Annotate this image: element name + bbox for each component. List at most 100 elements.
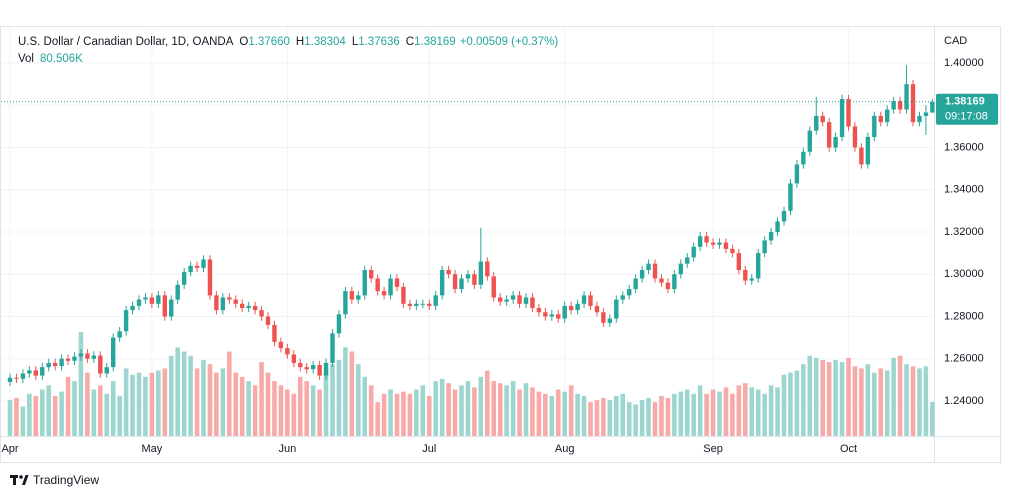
c-label: C xyxy=(406,36,414,48)
candle-body xyxy=(111,337,116,368)
candle-body xyxy=(40,367,45,376)
candle-body xyxy=(743,270,748,281)
candle-body xyxy=(897,101,903,110)
volume-bar xyxy=(401,391,406,436)
volume-bar xyxy=(452,389,458,436)
volume-bar xyxy=(910,366,916,436)
candle-body xyxy=(594,305,600,313)
volume-bar xyxy=(878,368,884,436)
volume-bar xyxy=(349,351,355,436)
candle-body xyxy=(240,303,245,309)
candle-body xyxy=(388,278,393,296)
volume-bar xyxy=(710,389,716,436)
y-tick-label: 1.34000 xyxy=(944,184,984,196)
o-label: O xyxy=(239,36,248,48)
candle-body xyxy=(414,303,419,306)
volume-bar xyxy=(330,364,335,436)
candle-body xyxy=(659,278,664,283)
volume-bar xyxy=(188,355,193,436)
candle-body xyxy=(633,278,638,290)
volume-bar xyxy=(562,391,567,436)
candle-body xyxy=(91,355,97,359)
candle-body xyxy=(104,367,109,374)
volume-bar xyxy=(846,357,851,436)
volume-bar xyxy=(14,397,19,436)
candle-body xyxy=(891,101,896,110)
volume-bar xyxy=(781,374,787,436)
candle-body xyxy=(859,147,864,165)
volume-bar xyxy=(368,385,374,436)
candle-body xyxy=(523,297,529,304)
volume-bar xyxy=(859,368,864,436)
candle-body xyxy=(136,299,142,306)
candle-body xyxy=(407,303,413,306)
candle-body xyxy=(781,210,787,222)
candle-body xyxy=(401,286,406,304)
volume-bar xyxy=(252,385,258,436)
volume-bar xyxy=(52,395,58,436)
candle-body xyxy=(72,356,77,361)
candle-body xyxy=(588,295,593,306)
candle-body xyxy=(98,355,103,374)
candle-body xyxy=(149,297,155,304)
candle-body xyxy=(452,274,458,290)
volume-bar xyxy=(813,357,819,436)
candle-body xyxy=(356,295,361,300)
candle-body xyxy=(7,377,13,382)
volume-bar xyxy=(904,364,909,436)
candle-body xyxy=(756,253,761,279)
volume-bar xyxy=(233,372,239,436)
y-tick-label: 1.36000 xyxy=(944,141,984,153)
candle-body xyxy=(381,291,387,296)
volume-bar xyxy=(156,370,161,436)
candle-body xyxy=(227,297,232,300)
volume-bar xyxy=(117,395,122,436)
candle-body xyxy=(317,365,322,376)
x-tick-label: Jul xyxy=(422,443,436,455)
candle-body xyxy=(52,362,58,367)
volume-bar xyxy=(614,395,619,436)
candle-body xyxy=(65,358,71,361)
candle-body xyxy=(930,101,935,113)
candle-body xyxy=(536,308,542,313)
candle-body xyxy=(349,291,355,300)
candle-body xyxy=(852,126,858,148)
candle-body xyxy=(685,257,690,264)
volume-bar xyxy=(20,406,26,436)
candle-body xyxy=(85,353,90,359)
candle-body xyxy=(472,274,477,285)
volume-bar xyxy=(917,368,922,436)
candle-body xyxy=(568,305,574,311)
candle-body xyxy=(639,270,645,279)
volume-bar xyxy=(478,376,484,436)
volume-bar xyxy=(304,381,309,436)
volume-bar xyxy=(7,400,13,436)
candle-body xyxy=(723,242,729,249)
volume-bar xyxy=(652,402,658,436)
candle-body xyxy=(872,115,877,137)
h-value: 1.38304 xyxy=(304,36,346,48)
volume-bar xyxy=(285,389,290,436)
candle-body xyxy=(233,299,238,304)
candle-body xyxy=(207,259,213,296)
volume-bar xyxy=(388,389,393,436)
candle-body xyxy=(59,358,64,367)
candle-body xyxy=(433,295,438,306)
volume-bar xyxy=(678,391,684,436)
candle-body xyxy=(265,316,271,325)
volume-bar xyxy=(336,359,342,436)
candle-body xyxy=(923,112,929,116)
volume-pane xyxy=(7,332,935,436)
candle-body xyxy=(833,136,838,148)
volume-bar xyxy=(839,362,845,436)
h-label: H xyxy=(296,36,304,48)
symbol: U.S. Dollar / Canadian Dollar, 1D, OANDA xyxy=(18,36,234,48)
candle-body xyxy=(549,314,554,317)
volume-bar xyxy=(762,393,767,436)
candle-body xyxy=(478,261,484,285)
volume-bar xyxy=(375,402,380,436)
volume-legend: Vol 80.506K xyxy=(18,53,83,65)
volume-bar xyxy=(362,376,368,436)
volume-bar xyxy=(381,393,387,436)
